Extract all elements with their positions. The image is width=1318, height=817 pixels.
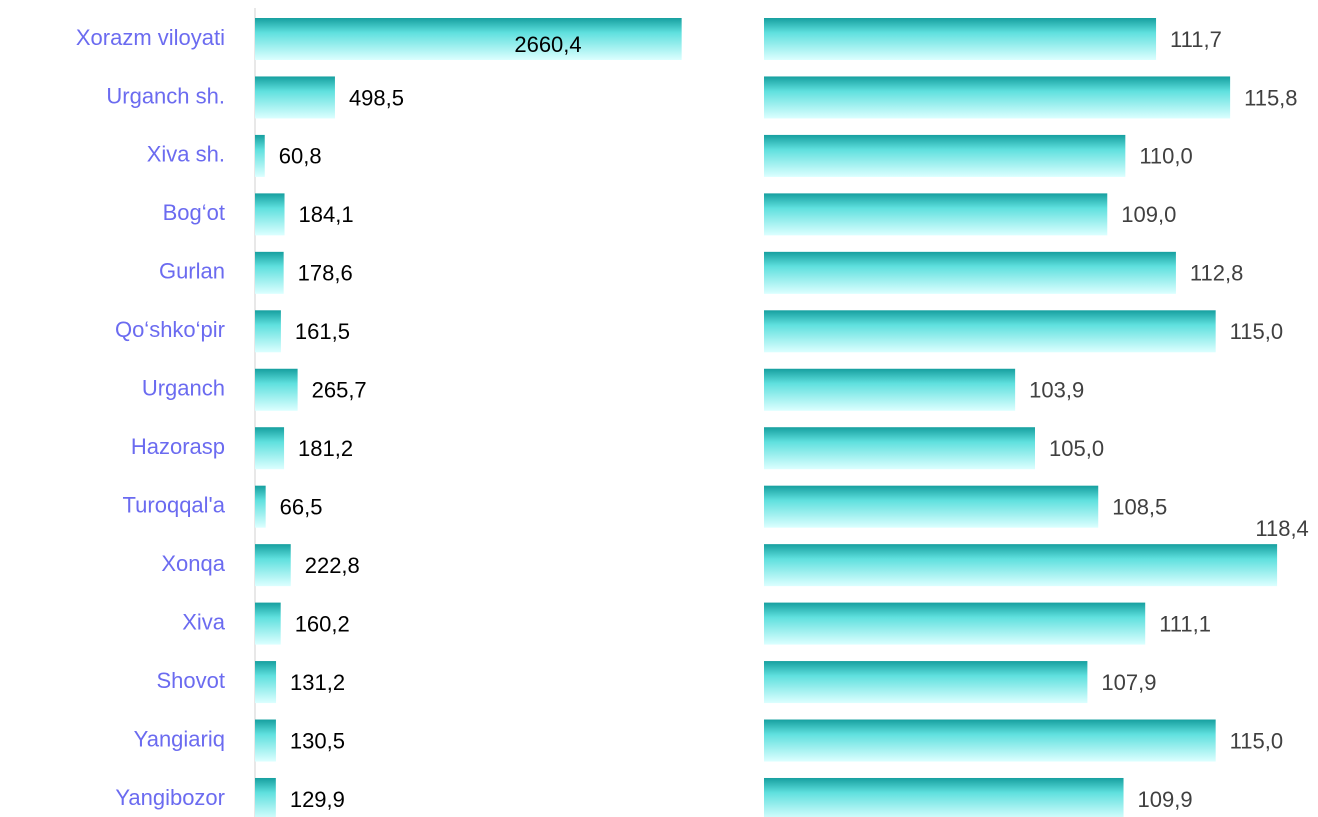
value-label: 107,9 (1101, 670, 1156, 695)
value-label: 131,2 (290, 670, 345, 695)
bar (764, 427, 1035, 470)
bar (255, 76, 335, 119)
value-label: 2660,4 (514, 32, 581, 57)
value-label: 103,9 (1029, 378, 1084, 403)
category-label: Urganch (142, 376, 225, 401)
category-label: Hazorasp (131, 434, 225, 459)
value-label: 112,8 (1190, 261, 1243, 286)
value-label: 115,0 (1230, 728, 1283, 753)
bar (764, 661, 1088, 704)
bar (764, 18, 1157, 60)
bar (764, 719, 1216, 762)
bar (764, 485, 1099, 528)
bar (255, 485, 266, 528)
bar (764, 251, 1176, 294)
value-label: 184,1 (299, 202, 354, 227)
category-label: Xorazm viloyati (76, 25, 225, 50)
category-label: Qo‘shko‘pir (115, 317, 225, 342)
bar (764, 193, 1108, 236)
value-label: 66,5 (280, 494, 323, 519)
bar (255, 777, 276, 817)
category-label: Yangibozor (115, 785, 225, 810)
value-label: 181,2 (298, 436, 353, 461)
category-label: Yangiariq (134, 726, 225, 751)
value-label: 498,5 (349, 85, 404, 110)
bar (764, 368, 1016, 411)
value-label: 111,7 (1170, 27, 1222, 52)
bar (255, 134, 265, 177)
category-label: Xonqa (161, 551, 225, 576)
value-label: 161,5 (295, 319, 350, 344)
bar (255, 602, 281, 645)
bar (255, 193, 285, 236)
bar (764, 777, 1124, 817)
bar (764, 76, 1231, 119)
value-label: 60,8 (279, 144, 322, 169)
bar (255, 544, 291, 587)
bar (764, 310, 1216, 353)
bar (255, 18, 682, 60)
value-label: 130,5 (290, 728, 345, 753)
value-label: 160,2 (295, 611, 350, 636)
category-label: Gurlan (159, 259, 225, 284)
bar (255, 251, 284, 294)
category-label: Shovot (157, 668, 226, 693)
bar (764, 134, 1126, 177)
category-label: Xiva (182, 609, 226, 634)
category-label: Turoqqal'a (123, 492, 226, 517)
bar (255, 427, 285, 470)
value-label: 111,1 (1159, 611, 1211, 636)
value-label: 105,0 (1049, 436, 1104, 461)
value-label: 115,8 (1244, 85, 1297, 110)
value-label: 108,5 (1112, 494, 1167, 519)
bar (255, 661, 277, 704)
value-label: 109,0 (1121, 202, 1176, 227)
bar (255, 310, 281, 353)
category-label: Bog‘ot (163, 200, 225, 225)
value-label: 115,0 (1230, 319, 1283, 344)
value-label: 129,9 (290, 787, 345, 812)
value-label: 265,7 (312, 378, 367, 403)
bar (255, 368, 298, 411)
category-label: Xiva sh. (147, 142, 225, 167)
bar (764, 602, 1146, 645)
value-label: 118,4 (1255, 516, 1308, 541)
bar (764, 544, 1278, 587)
value-label: 110,0 (1139, 144, 1192, 169)
value-label: 178,6 (298, 261, 353, 286)
value-label: 222,8 (305, 553, 360, 578)
category-label: Urganch sh. (106, 83, 225, 108)
bar (255, 719, 276, 762)
value-label: 109,9 (1138, 787, 1193, 812)
